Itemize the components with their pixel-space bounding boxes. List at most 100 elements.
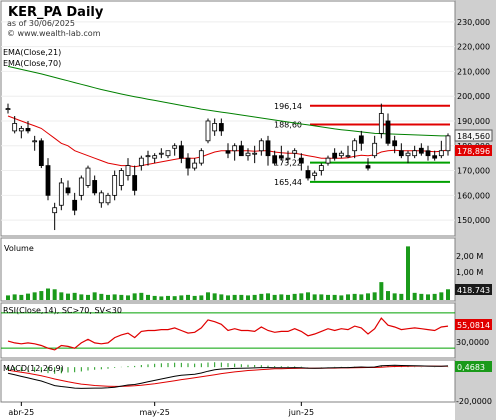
rsi-label: RSI(Close,14), SC>70, SV<30 [3,306,122,315]
volume-bar [172,296,177,300]
macd-panel-frame [0,359,456,403]
candle-body [192,162,198,169]
volume-bar [352,293,357,300]
candle-body [18,128,24,132]
candle-body [392,140,398,147]
candle-body [398,150,404,157]
volume-bar [439,292,444,300]
rsi-badge [455,319,492,330]
macd-plot [7,362,449,389]
volume-bar [306,292,310,300]
candle-body [205,120,211,142]
axis-strip [455,0,496,420]
candle-body [278,155,284,159]
volume-bar [139,292,144,300]
chart-title: KER_PA Daily [8,5,104,20]
candle-body [245,152,251,157]
candle-body [38,140,44,166]
rsi-line [7,317,449,351]
candle-body [225,150,231,154]
candle-body [378,113,384,134]
volume-bar [379,282,384,300]
last-close-value: 184,560 [457,132,490,141]
volume-bar [186,294,190,300]
candle-body [32,140,38,143]
candle-body [78,177,84,196]
volume-bar [286,294,290,300]
volume-bar [372,292,377,300]
volume-bar [199,295,204,300]
candle-body [165,150,171,157]
rsi-panel-frame [0,302,456,359]
volume-bar [212,293,217,300]
candle-body [372,142,378,157]
candle-body [212,123,218,132]
price-panel-frame [0,0,456,237]
volume-bar [19,294,24,300]
candle-body [132,175,138,191]
volume-bar [112,294,117,300]
candle-body [272,155,278,164]
x-tick-label: jun-25 [288,408,314,417]
volume-bar [279,294,284,300]
macd-badge [455,361,492,372]
candle-body [338,152,344,157]
price-tick-label: 200,000 [457,92,490,101]
volume-last-value: 418.743 [457,286,490,295]
ema21-badge [455,145,492,156]
volume-bar [66,293,70,300]
volume-bar [359,294,364,300]
as-of-date: as of 30/06/2025 [7,19,75,28]
candle-body [25,128,31,132]
candle-body [92,180,98,194]
volume-label: Volume [4,244,34,253]
candle-body [325,157,331,164]
volume-bar [79,294,84,300]
volume-bar [326,294,330,300]
volume-bar [446,289,450,300]
volume-bar [412,292,417,300]
macd-label: MACD(12,26,9) [3,364,64,373]
volume-bar [219,294,224,300]
price-tick-label: 170,000 [457,167,490,176]
volume-bar [239,294,244,300]
candle-body [172,145,178,149]
candle-body [198,150,204,164]
candle-body [145,155,151,158]
candle-body [292,150,298,154]
price-tick-label: 190,000 [457,117,490,126]
volume-bar [179,295,184,300]
volume-tick-2m: 2,00 M [456,252,483,261]
volume-bar [266,293,270,300]
volume-bar [99,293,104,300]
candle-body [305,170,311,179]
candle-body [98,192,104,204]
volume-bar [406,246,410,300]
volume-bar [346,294,350,300]
candle-body [5,108,11,110]
price-tick-label: 160,000 [457,191,490,200]
candle-body [65,187,71,194]
volume-bar [126,295,130,300]
volume-bar [106,294,110,300]
volume-bar [312,294,317,300]
candle-body [425,150,431,157]
x-axis-labels: abr-25 may-25 jun-25 [8,402,314,417]
candle-body [72,199,78,211]
volume-bar [419,293,424,300]
price-tick-labels: 230,000220,000210,000200,000190,000180,0… [457,18,490,225]
volume-bar [299,293,304,300]
candle-body [45,165,51,196]
candle-body [252,152,258,155]
level-label: 188,60 [274,120,302,129]
candle-body [238,145,244,157]
candle-body [318,165,324,171]
candle-body [185,157,191,169]
level-label: 196,14 [274,102,302,111]
volume-bar [92,292,97,300]
candle-body [112,175,118,196]
candle-body [418,147,424,154]
volume-bar [246,295,250,300]
